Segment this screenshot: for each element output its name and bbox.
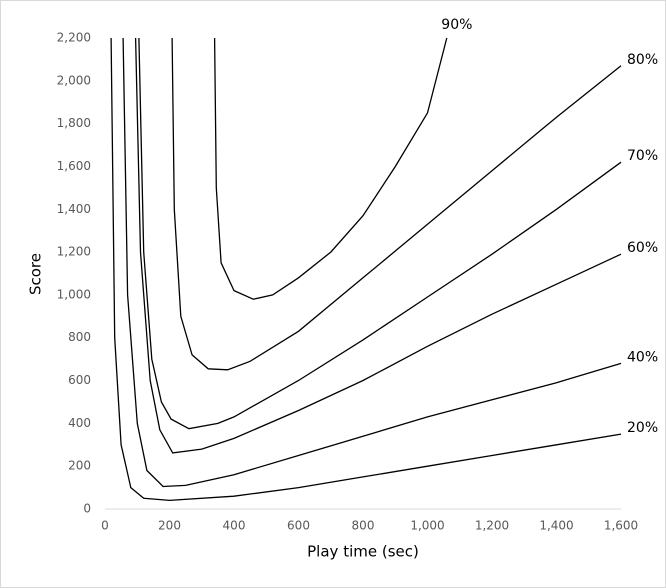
series-label: 70% bbox=[627, 148, 658, 164]
line bbox=[110, 37, 622, 502]
line bbox=[122, 37, 622, 488]
series-label: 20% bbox=[627, 420, 658, 436]
line bbox=[134, 37, 622, 454]
y-axis-title: Score bbox=[27, 253, 45, 295]
y-tick-label: 1,200 bbox=[57, 245, 91, 259]
series-label: 80% bbox=[627, 52, 658, 68]
x-tick-label: 0 bbox=[101, 519, 109, 533]
line bbox=[171, 37, 622, 371]
y-tick-label: 1,000 bbox=[57, 287, 91, 301]
y-tick-label: 800 bbox=[68, 330, 91, 344]
x-tick-label: 1,000 bbox=[410, 519, 444, 533]
series-label: 60% bbox=[627, 240, 658, 256]
y-tick-label: 600 bbox=[68, 373, 91, 387]
y-tick-label: 0 bbox=[83, 502, 91, 516]
y-tick-label: 1,800 bbox=[57, 116, 91, 130]
y-tick-label: 200 bbox=[68, 459, 91, 473]
x-tick-label: 600 bbox=[287, 519, 310, 533]
series-label: 90% bbox=[441, 17, 472, 33]
y-tick-label: 1,400 bbox=[57, 202, 91, 216]
x-tick-label: 1,600 bbox=[604, 519, 638, 533]
line bbox=[138, 37, 622, 430]
y-tick-label: 2,000 bbox=[57, 73, 91, 87]
y-tick-label: 1,600 bbox=[57, 159, 91, 173]
x-tick-label: 1,200 bbox=[475, 519, 509, 533]
series-label: 40% bbox=[627, 349, 658, 365]
line bbox=[213, 37, 448, 300]
x-axis-title: Play time (sec) bbox=[307, 543, 419, 561]
x-tick-label: 800 bbox=[352, 519, 375, 533]
x-tick-label: 400 bbox=[223, 519, 246, 533]
x-tick-label: 1,400 bbox=[539, 519, 573, 533]
y-tick-label: 400 bbox=[68, 416, 91, 430]
y-tick-label: 2,200 bbox=[57, 31, 91, 45]
x-tick-label: 200 bbox=[158, 519, 181, 533]
